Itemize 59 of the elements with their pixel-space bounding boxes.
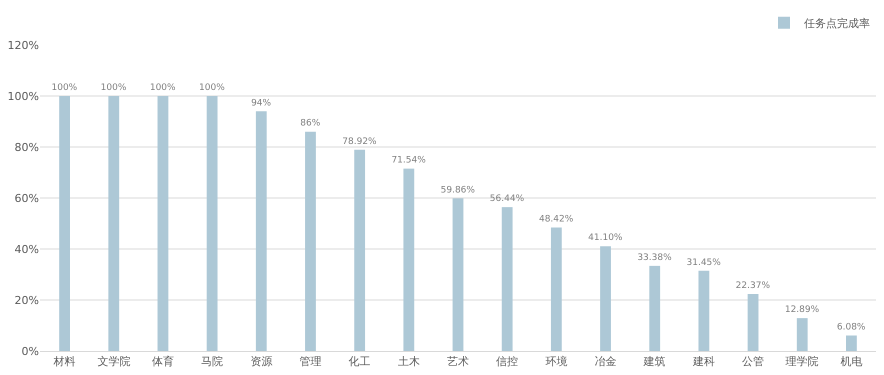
- bar: [59, 96, 70, 351]
- x-tick-label: 管理: [299, 355, 322, 368]
- x-tick-label: 体育: [152, 355, 174, 368]
- data-label: 100%: [100, 83, 127, 93]
- data-label: 59.86%: [440, 185, 476, 196]
- bar: [158, 96, 168, 351]
- data-label: 86%: [300, 118, 321, 129]
- bar: [502, 207, 513, 351]
- x-tick-label: 材料: [52, 355, 76, 368]
- y-tick-label: 20%: [14, 294, 39, 307]
- bar: [649, 266, 660, 351]
- y-tick-label: 60%: [14, 192, 39, 205]
- x-tick-label: 土木: [398, 355, 420, 368]
- data-label: 31.45%: [686, 258, 722, 268]
- bar: [748, 294, 758, 351]
- x-tick-label: 建科: [692, 355, 715, 368]
- x-tick-label: 机电: [840, 355, 862, 368]
- y-tick-label: 40%: [14, 242, 39, 256]
- bar: [206, 96, 218, 351]
- data-label: 100%: [150, 83, 176, 93]
- bar: [600, 246, 611, 351]
- x-tick-label: 环境: [545, 355, 568, 368]
- data-label: 22.37%: [736, 280, 770, 291]
- x-tick-label: 冶金: [594, 355, 617, 368]
- x-tick-label: 化工: [348, 355, 371, 368]
- x-tick-label: 文学院: [97, 355, 130, 368]
- y-tick-label: 80%: [14, 140, 39, 154]
- bar: [550, 228, 562, 351]
- bar: [452, 198, 464, 351]
- bar: [846, 336, 857, 351]
- bar: [108, 96, 120, 351]
- y-tick-label: 120%: [8, 38, 39, 52]
- y-tick-label: 0%: [22, 344, 39, 358]
- x-tick-label: 公管: [742, 355, 764, 368]
- bar: [698, 270, 710, 351]
- bar: [256, 111, 267, 351]
- data-label: 78.92%: [342, 136, 378, 147]
- data-label: 41.10%: [588, 233, 623, 244]
- bar: [796, 318, 808, 351]
- data-label: 12.89%: [784, 305, 820, 316]
- x-tick-label: 建筑: [642, 355, 666, 368]
- x-tick-label: 马院: [201, 355, 224, 368]
- data-label: 100%: [52, 83, 78, 93]
- bar: [403, 168, 414, 351]
- data-label: 6.08%: [836, 322, 866, 332]
- x-tick-label: 理学院: [786, 355, 819, 368]
- data-label: 33.38%: [637, 252, 672, 263]
- data-label: 71.54%: [391, 156, 426, 166]
- y-tick-label: 100%: [8, 90, 39, 103]
- data-label: 48.42%: [538, 214, 574, 225]
- x-tick-label: 信控: [496, 355, 518, 368]
- data-label: 100%: [199, 83, 226, 93]
- bar: [305, 132, 316, 351]
- bar: [354, 150, 366, 351]
- x-tick-label: 资源: [250, 355, 272, 368]
- data-label: 94%: [251, 98, 272, 108]
- x-tick-label: 艺术: [447, 355, 469, 368]
- data-label: 56.44%: [490, 194, 525, 204]
- legend-label: 任务点完成率: [803, 17, 870, 30]
